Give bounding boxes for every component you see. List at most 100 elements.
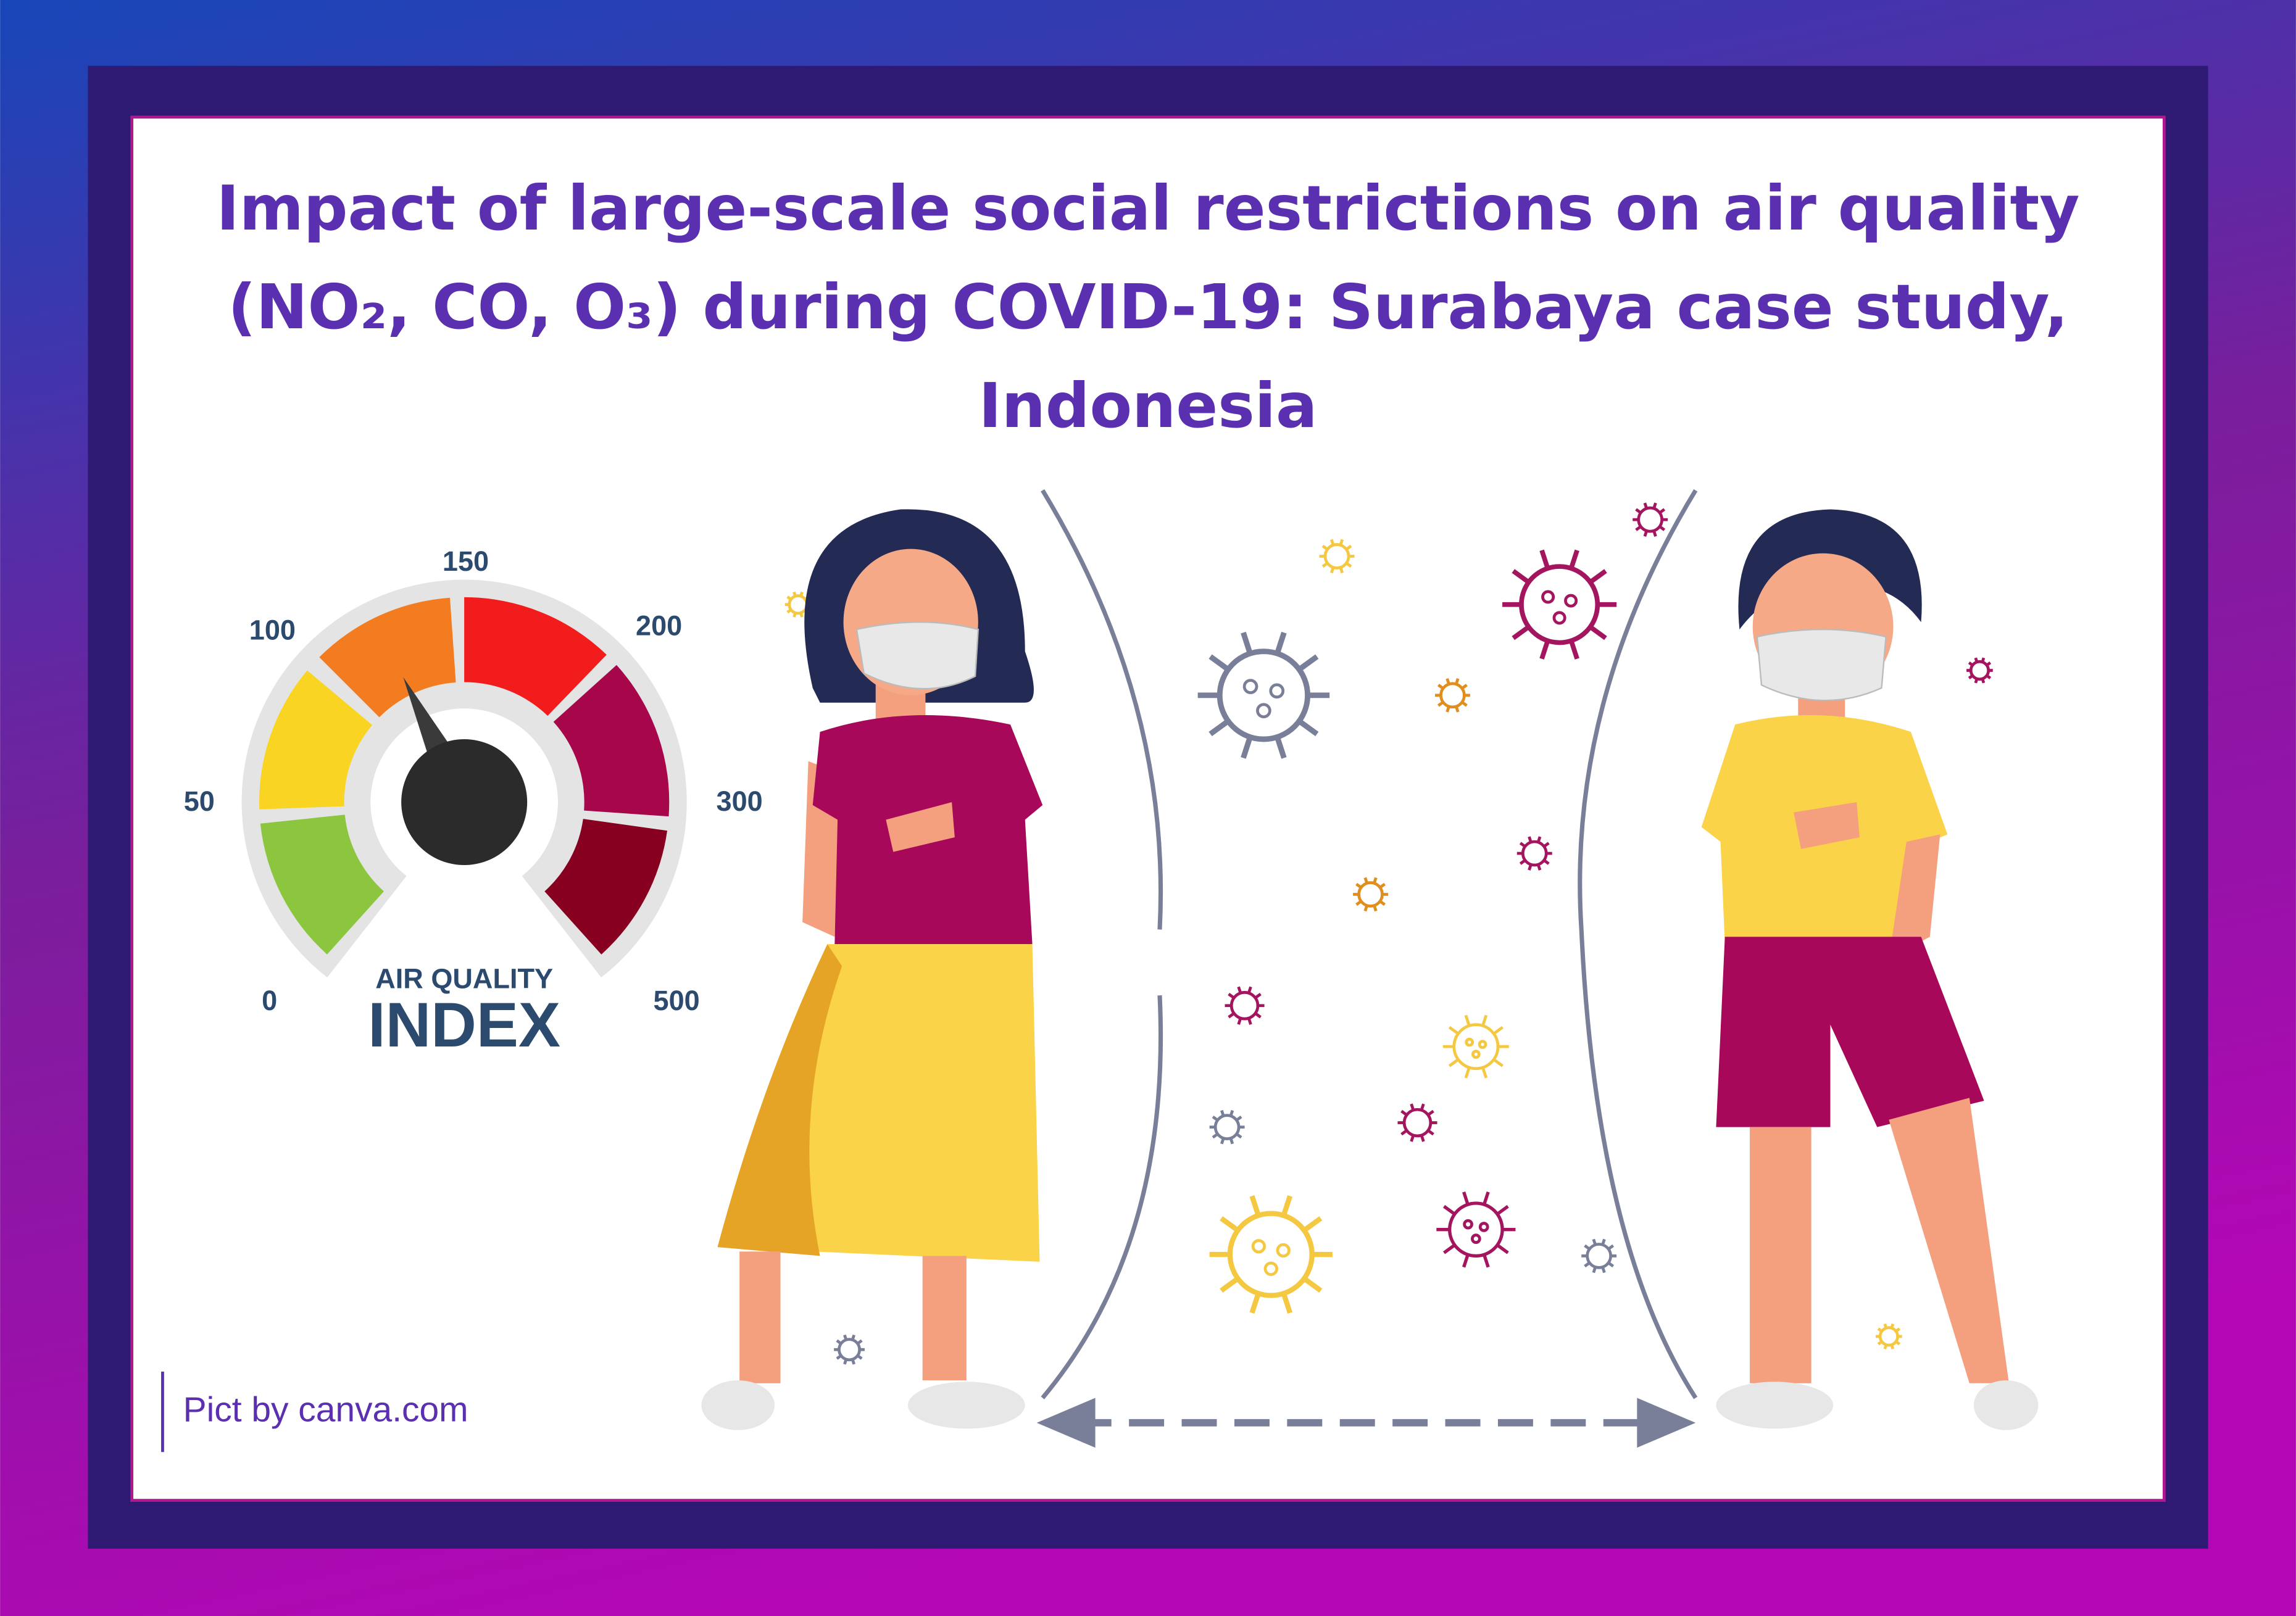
virus-dot <box>1478 1222 1489 1232</box>
virus-spike <box>851 1334 856 1341</box>
gauge-label: 50 <box>184 785 215 817</box>
virus-spike <box>1249 1292 1261 1314</box>
gauge-hub <box>401 739 528 866</box>
virus-spike <box>1589 569 1607 584</box>
boy-arm <box>1889 834 1940 959</box>
divider <box>1578 489 1698 1399</box>
boy-shorts <box>1716 937 1984 1127</box>
virus-dot <box>1471 1233 1481 1245</box>
boy-leg <box>1750 1127 1811 1383</box>
virus-spike <box>1462 1254 1470 1268</box>
virus-spike <box>1890 1344 1895 1349</box>
virus-spike <box>1877 1340 1883 1346</box>
scene <box>701 489 2039 1448</box>
virus-spike <box>1883 1344 1888 1349</box>
virus-spike <box>1247 986 1252 994</box>
virus-spike <box>1462 1191 1470 1205</box>
virus-spike <box>1968 661 1974 667</box>
virus-dot <box>1251 1239 1267 1254</box>
arrow-head <box>1637 1398 1696 1448</box>
girl-leg <box>922 1256 967 1381</box>
virus-spike <box>1539 640 1550 660</box>
girl-hand <box>886 802 955 852</box>
gauge-segment <box>464 597 607 716</box>
virus-dot <box>1478 1040 1487 1049</box>
virus <box>1516 836 1552 871</box>
virus-spike <box>1652 502 1657 509</box>
gauge-label: 150 <box>443 545 489 577</box>
divider <box>1041 995 1163 1399</box>
virus-spike <box>1496 1243 1509 1254</box>
virus-spike <box>1658 525 1666 531</box>
virus-spike <box>1237 1017 1242 1025</box>
virus <box>1966 657 1993 684</box>
virus-spike <box>1229 1137 1234 1145</box>
virus-spike <box>1569 640 1579 660</box>
virus-spike <box>1512 624 1530 640</box>
virus-spike <box>836 1354 842 1360</box>
virus-spike <box>1254 993 1262 1000</box>
virus-spike <box>1212 1132 1219 1139</box>
virus-spike <box>1592 1238 1597 1246</box>
virus <box>1436 1191 1516 1268</box>
gauge-name: INDEX <box>368 990 560 1060</box>
gauge-caption: AIR QUALITY <box>375 963 553 994</box>
virus-dot <box>1541 590 1555 604</box>
virus <box>1209 1195 1333 1314</box>
virus-spike <box>1658 508 1666 514</box>
virus-spike <box>1373 877 1378 884</box>
virus-spike <box>857 1339 863 1345</box>
gauge-segment <box>544 819 668 955</box>
virus-spike <box>1355 900 1362 906</box>
virus-spike <box>1443 1204 1456 1216</box>
gauge-label: 300 <box>717 785 763 817</box>
virus-spike <box>799 612 804 618</box>
virus-spike <box>1445 706 1450 713</box>
credit: Pict by canva.com <box>183 1390 468 1429</box>
virus-spike <box>1345 544 1352 551</box>
virus <box>1633 502 1668 537</box>
girl-leg <box>739 1251 781 1383</box>
title: Impact of large-scale social restriction… <box>216 172 2080 442</box>
virus-spike <box>1652 530 1657 537</box>
virus-spike <box>1247 1017 1252 1025</box>
virus-spike <box>1543 842 1550 848</box>
virus-spike <box>1236 1132 1242 1139</box>
virus-dot <box>1242 679 1258 694</box>
virus-spike <box>1379 882 1386 889</box>
virus-spike <box>1445 678 1450 685</box>
virus-spike <box>1281 1292 1293 1314</box>
virus-spike <box>1536 864 1542 871</box>
virus-spike <box>1592 1266 1597 1274</box>
virus-spike <box>786 595 792 601</box>
virus-spike <box>1437 701 1444 707</box>
virus-spike <box>1607 1261 1615 1268</box>
virus-spike <box>1321 544 1329 551</box>
virus-spike <box>1427 1129 1434 1136</box>
virus-spike <box>1208 719 1230 737</box>
virus <box>1876 1323 1902 1349</box>
virus-spike <box>1519 859 1526 865</box>
gauge-segment <box>260 814 384 955</box>
virus-spike <box>1241 631 1253 655</box>
virus-spike <box>1589 624 1607 640</box>
virus-spike <box>1539 549 1550 570</box>
virus-spike <box>843 1334 848 1341</box>
virus-spike <box>1237 986 1242 994</box>
virus <box>1197 631 1330 759</box>
virus-spike <box>1584 1244 1591 1251</box>
virus-spike <box>1481 1067 1488 1079</box>
girl-shoe <box>701 1380 775 1430</box>
virus-spike <box>1584 1261 1591 1268</box>
virus-spike <box>1492 1026 1504 1035</box>
virus-spike <box>1483 1254 1490 1268</box>
girl-mask <box>855 621 980 690</box>
virus <box>1397 1103 1437 1142</box>
virus-dot <box>1463 1219 1473 1230</box>
virus-spike <box>1981 678 1986 684</box>
gauge-segment <box>553 665 670 817</box>
virus-spike <box>1968 674 1974 679</box>
virus-spike <box>1410 1135 1415 1142</box>
divider <box>1041 489 1163 930</box>
